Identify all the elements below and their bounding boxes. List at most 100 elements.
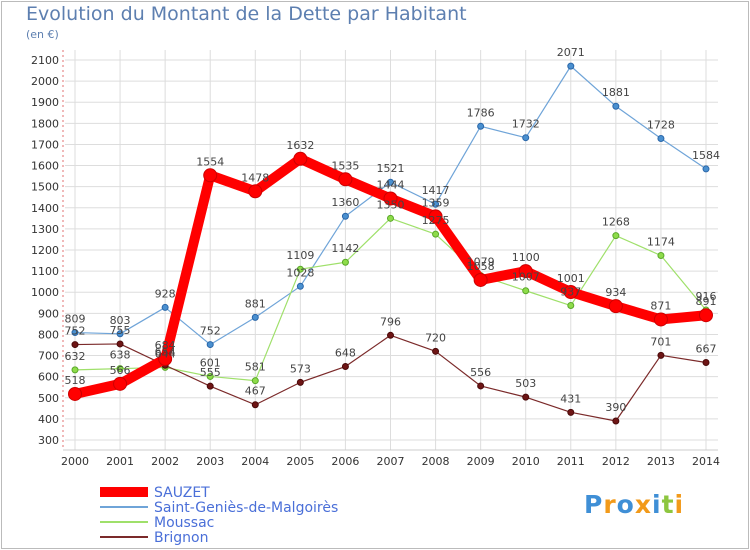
y-tick-label: 1400 bbox=[31, 202, 59, 215]
point-sauzet bbox=[518, 264, 533, 279]
data-label-moussac: 1350 bbox=[377, 198, 405, 211]
x-tick-label: 2004 bbox=[241, 455, 269, 468]
grid bbox=[65, 50, 718, 450]
point-brignon bbox=[657, 351, 665, 359]
data-label-sauzet: 1478 bbox=[241, 171, 269, 184]
point-sauzet bbox=[113, 376, 128, 391]
point-saint-genies bbox=[296, 282, 304, 290]
legend-label-moussac: Moussac bbox=[154, 515, 214, 531]
point-saint-genies bbox=[702, 165, 710, 173]
point-brignon bbox=[116, 340, 124, 348]
data-label-saint-genies: 1028 bbox=[286, 266, 314, 279]
data-label-moussac: 644 bbox=[155, 347, 176, 360]
point-moussac bbox=[567, 302, 575, 310]
data-label-sauzet: 891 bbox=[696, 295, 717, 308]
chart-subtitle: (en €) bbox=[26, 28, 59, 41]
data-label-moussac: 1079 bbox=[467, 256, 495, 269]
y-tick-label: 500 bbox=[38, 392, 59, 405]
data-label-sauzet: 1535 bbox=[331, 159, 359, 172]
point-brignon bbox=[612, 417, 620, 425]
x-tick-label: 2010 bbox=[512, 455, 540, 468]
point-sauzet bbox=[653, 312, 668, 327]
data-label-saint-genies: 2071 bbox=[557, 46, 585, 59]
point-brignon bbox=[387, 331, 394, 339]
x-tick-label: 2005 bbox=[286, 455, 314, 468]
x-tick-label: 2008 bbox=[422, 455, 450, 468]
x-tick-label: 2000 bbox=[61, 455, 89, 468]
point-sauzet bbox=[563, 285, 578, 300]
point-saint-genies bbox=[522, 134, 530, 142]
x-tick-label: 2011 bbox=[557, 455, 585, 468]
data-label-moussac: 916 bbox=[696, 290, 717, 303]
data-label-saint-genies: 1417 bbox=[422, 184, 450, 197]
point-brignon bbox=[296, 378, 304, 386]
point-moussac bbox=[432, 230, 440, 238]
point-brignon bbox=[702, 359, 710, 367]
point-brignon bbox=[432, 347, 440, 355]
data-label-saint-genies: 1584 bbox=[692, 149, 720, 162]
point-brignon bbox=[567, 408, 575, 416]
logo-letter: i bbox=[674, 490, 685, 519]
data-label-brignon: 648 bbox=[335, 347, 356, 360]
data-label-brignon: 752 bbox=[65, 325, 86, 338]
point-moussac bbox=[522, 287, 530, 295]
data-label-sauzet: 1632 bbox=[286, 139, 314, 152]
point-sauzet bbox=[338, 172, 353, 187]
point-saint-genies bbox=[251, 313, 259, 321]
proxiti-logo: Proxiti bbox=[584, 490, 684, 519]
data-label-brignon: 755 bbox=[110, 324, 131, 337]
y-tick-label: 1600 bbox=[31, 160, 59, 173]
data-label-saint-genies: 1786 bbox=[467, 106, 495, 119]
data-label-moussac: 1275 bbox=[422, 214, 450, 227]
logo-letter: x bbox=[634, 490, 652, 519]
data-label-brignon: 654 bbox=[155, 345, 176, 358]
y-tick-label: 800 bbox=[38, 328, 59, 341]
point-saint-genies bbox=[477, 122, 485, 130]
x-tick-label: 2014 bbox=[692, 455, 720, 468]
point-brignon bbox=[341, 363, 349, 371]
point-brignon bbox=[477, 382, 485, 390]
data-label-moussac: 1142 bbox=[331, 242, 359, 255]
chart-title: Evolution du Montant de la Dette par Hab… bbox=[26, 3, 467, 25]
y-tick-label: 2000 bbox=[31, 75, 59, 88]
point-sauzet bbox=[428, 209, 443, 224]
y-tick-label: 1300 bbox=[31, 223, 59, 236]
point-sauzet bbox=[383, 191, 398, 206]
point-brignon bbox=[251, 401, 259, 409]
data-labels: 518 566 684 1554 1478 1632 1535 1444 1359 1058 110… bbox=[65, 46, 721, 414]
data-label-sauzet: 518 bbox=[65, 374, 86, 387]
point-sauzet bbox=[158, 351, 173, 366]
point-brignon bbox=[206, 382, 214, 390]
axes: 2100 2000 1900 1800 1700 1600 1500 1400 1300 1200… bbox=[31, 50, 720, 468]
y-tick-label: 1000 bbox=[31, 286, 59, 299]
data-label-brignon: 720 bbox=[425, 331, 446, 344]
data-label-saint-genies: 1881 bbox=[602, 86, 630, 99]
point-moussac bbox=[251, 377, 259, 385]
point-moussac bbox=[71, 366, 79, 374]
data-label-brignon: 431 bbox=[560, 392, 581, 405]
point-sauzet bbox=[608, 299, 623, 314]
data-label-saint-genies: 1521 bbox=[377, 162, 405, 175]
x-tick-label: 2007 bbox=[377, 455, 405, 468]
point-moussac bbox=[657, 251, 665, 259]
x-tick-label: 2012 bbox=[602, 455, 630, 468]
point-saint-genies bbox=[206, 341, 214, 349]
point-moussac bbox=[612, 232, 620, 240]
point-moussac bbox=[341, 258, 349, 266]
logo-letter: o bbox=[616, 490, 635, 519]
data-label-sauzet: 1554 bbox=[196, 155, 224, 168]
legend-swatch-sauzet bbox=[100, 487, 148, 497]
point-sauzet bbox=[293, 151, 308, 166]
legend-label-brignon: Brignon bbox=[154, 530, 208, 546]
data-label-saint-genies: 803 bbox=[110, 314, 131, 327]
data-label-moussac: 601 bbox=[200, 356, 221, 369]
data-label-saint-genies: 928 bbox=[155, 287, 176, 300]
point-moussac bbox=[206, 372, 214, 380]
logo-letter: P bbox=[584, 490, 604, 519]
x-tick-label: 2002 bbox=[151, 455, 179, 468]
point-saint-genies bbox=[567, 62, 575, 70]
point-saint-genies bbox=[341, 212, 349, 220]
data-label-saint-genies: 881 bbox=[245, 297, 266, 310]
